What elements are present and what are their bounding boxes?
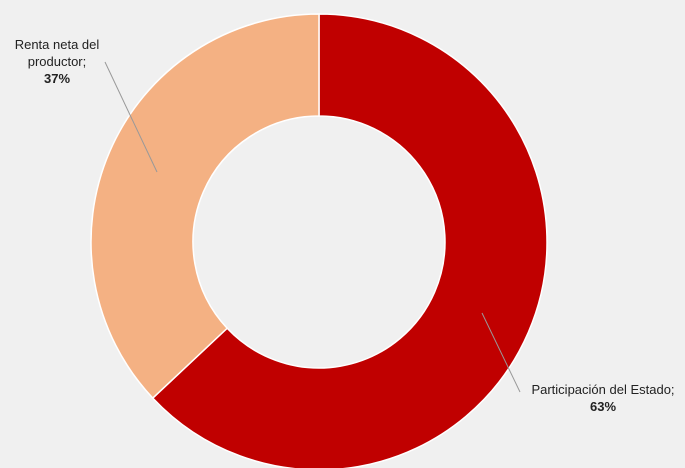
- data-label: Renta neta del productor; 37%: [2, 36, 112, 87]
- category-label: Participación del Estado;: [531, 382, 675, 397]
- value-label: 37%: [43, 71, 71, 86]
- category-label: Renta neta del productor;: [14, 37, 100, 69]
- donut-segment: [151, 13, 548, 468]
- data-label: Participación del Estado; 63%: [519, 381, 685, 415]
- value-label: 63%: [589, 399, 617, 414]
- leader-line: [481, 312, 521, 393]
- donut-segment: [90, 13, 320, 400]
- leader-line: [104, 61, 158, 173]
